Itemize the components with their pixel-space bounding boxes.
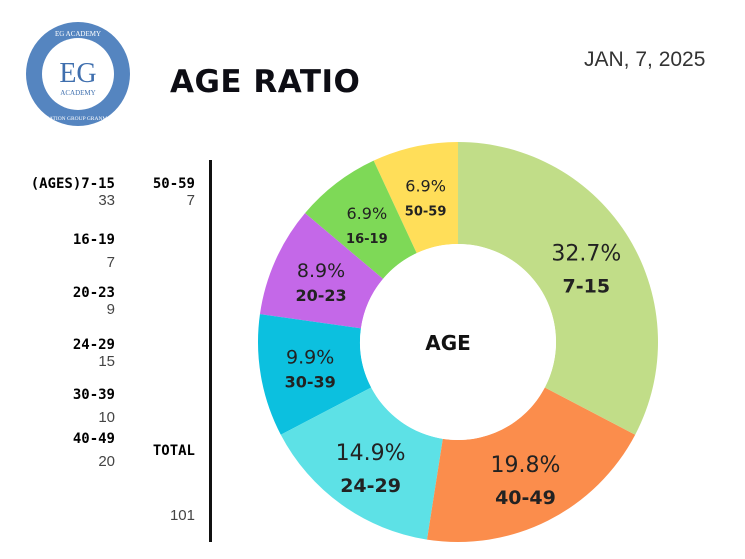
category-label: 30-39 bbox=[285, 373, 336, 392]
category-label: 16-19 bbox=[346, 232, 388, 247]
legend-label: 30-39 bbox=[72, 387, 115, 403]
svg-text:ACADEMY: ACADEMY bbox=[60, 89, 95, 97]
slice-16-19 bbox=[305, 160, 417, 279]
legend-total: TOTAL 101 bbox=[153, 443, 195, 524]
legend-label: 50-59 bbox=[152, 176, 195, 192]
legend-label: 16-19 bbox=[72, 232, 115, 248]
divider-line bbox=[209, 160, 212, 542]
legend-label: 40-49 bbox=[72, 431, 115, 447]
percent-label: 14.9% bbox=[336, 441, 406, 466]
legend-value: 9 bbox=[106, 301, 115, 318]
legend-value: 20 bbox=[98, 453, 115, 470]
legend-item: 24-29 15 bbox=[73, 337, 115, 370]
legend-item-50-59: 50-59 7 bbox=[153, 176, 195, 209]
category-label: 40-49 bbox=[495, 487, 556, 509]
category-label: 24-29 bbox=[340, 475, 401, 497]
donut-hole bbox=[360, 244, 556, 440]
page-title: AGE RATIO bbox=[170, 64, 361, 100]
total-value: 101 bbox=[169, 507, 195, 524]
percent-label: 6.9% bbox=[347, 204, 388, 223]
percent-label: 32.7% bbox=[551, 241, 621, 266]
slice-24-29 bbox=[280, 387, 443, 540]
legend-label: 24-29 bbox=[72, 337, 115, 353]
slice-30-39 bbox=[258, 314, 372, 435]
date-label: JAN, 7, 2025 bbox=[584, 48, 706, 71]
eg-academy-logo: EG ACADEMY EG ACADEMY EDUCATION GROUP GR… bbox=[26, 22, 130, 126]
legend-label: (AGES)7-15 bbox=[30, 176, 115, 192]
legend-item: (AGES)7-15 33 bbox=[31, 176, 115, 209]
percent-label: 9.9% bbox=[286, 347, 334, 369]
category-label: 7-15 bbox=[563, 275, 611, 297]
svg-text:EDUCATION GROUP GRANMA INC: EDUCATION GROUP GRANMA INC bbox=[34, 116, 122, 122]
legend-item: 40-49 20 bbox=[73, 431, 115, 470]
legend-label: 20-23 bbox=[72, 285, 115, 301]
legend-item: 16-19 7 bbox=[73, 232, 115, 271]
legend-value: 15 bbox=[98, 353, 115, 370]
category-label: 50-59 bbox=[405, 205, 447, 220]
percent-label: 19.8% bbox=[491, 453, 561, 478]
slice-50-59 bbox=[373, 142, 458, 254]
slice-7-15 bbox=[458, 142, 658, 435]
legend-item: 30-39 10 bbox=[73, 387, 115, 426]
legend-item: 20-23 9 bbox=[73, 285, 115, 318]
percent-label: 8.9% bbox=[297, 260, 345, 282]
total-label: TOTAL bbox=[152, 443, 195, 459]
legend-value: 7 bbox=[106, 254, 115, 271]
legend-value: 33 bbox=[98, 192, 115, 209]
center-label: AGE bbox=[425, 331, 471, 355]
category-label: 20-23 bbox=[295, 286, 346, 305]
legend-value: 10 bbox=[98, 409, 115, 426]
slice-20-23 bbox=[259, 213, 384, 329]
svg-text:EG ACADEMY: EG ACADEMY bbox=[55, 30, 101, 38]
percent-label: 6.9% bbox=[405, 177, 446, 196]
legend-value: 7 bbox=[186, 192, 195, 209]
slice-40-49 bbox=[427, 387, 636, 542]
svg-text:EG: EG bbox=[59, 58, 96, 89]
